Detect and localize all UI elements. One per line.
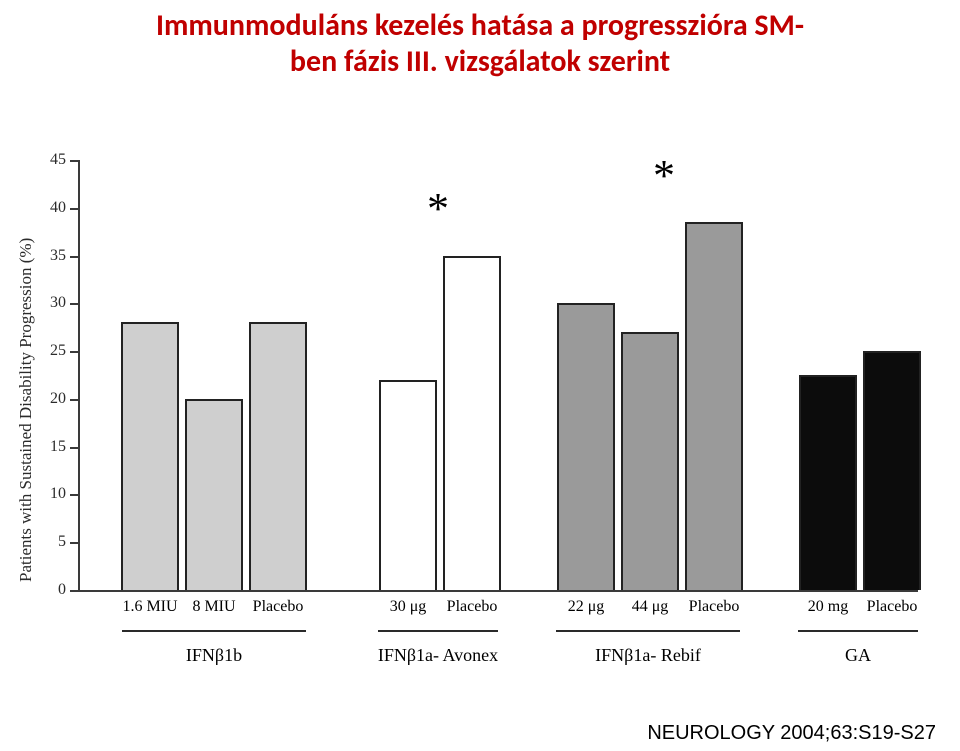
y-tick-label: 5	[34, 533, 66, 551]
group-label: GA	[738, 645, 960, 666]
slide-title: Immunmoduláns kezelés hatása a progressz…	[0, 8, 960, 80]
x-axis	[78, 590, 918, 592]
y-tick-label: 10	[34, 485, 66, 503]
group-line	[378, 630, 498, 632]
bar-chart: 0510152025303540451.6 MIU8 MIUPlaceboIFN…	[78, 160, 918, 590]
annotation-asterisk: *	[634, 154, 694, 198]
y-tick-label: 30	[34, 294, 66, 312]
bar-label: Placebo	[228, 598, 328, 616]
y-tick-label: 45	[34, 151, 66, 169]
y-tick	[70, 160, 78, 162]
y-tick-label: 15	[34, 438, 66, 456]
bar	[557, 303, 615, 590]
group-label: IFNβ1b	[94, 645, 334, 666]
y-tick-label: 35	[34, 247, 66, 265]
group-label: IFNβ1a- Rebif	[528, 645, 768, 666]
bar	[249, 322, 307, 590]
y-tick-label: 25	[34, 342, 66, 360]
group-label: IFNβ1a- Avonex	[318, 645, 558, 666]
bar	[685, 222, 743, 590]
slide: Immunmoduláns kezelés hatása a progressz…	[0, 0, 960, 751]
annotation-asterisk: *	[408, 187, 468, 231]
y-axis	[78, 160, 80, 590]
group-line	[122, 630, 306, 632]
y-tick	[70, 590, 78, 592]
y-tick	[70, 208, 78, 210]
bar	[863, 351, 921, 590]
group-line	[798, 630, 918, 632]
citation: NEUROLOGY 2004;63:S19-S27	[647, 722, 936, 745]
title-line2: ben fázis III. vizsgálatok szerint	[290, 43, 670, 80]
group-line	[556, 630, 740, 632]
bar-label: Placebo	[842, 598, 942, 616]
y-tick	[70, 542, 78, 544]
bar	[121, 322, 179, 590]
title-line1: Immunmoduláns kezelés hatása a progressz…	[156, 7, 804, 44]
bar	[443, 256, 501, 590]
y-axis-label: Patients with Sustained Disability Progr…	[16, 238, 36, 582]
y-tick-label: 20	[34, 390, 66, 408]
y-tick	[70, 303, 78, 305]
y-tick	[70, 351, 78, 353]
bar	[185, 399, 243, 590]
bar	[379, 380, 437, 590]
bar-label: Placebo	[422, 598, 522, 616]
y-tick	[70, 256, 78, 258]
y-tick	[70, 399, 78, 401]
bar	[799, 375, 857, 590]
y-tick-label: 40	[34, 199, 66, 217]
y-tick	[70, 494, 78, 496]
y-tick-label: 0	[34, 581, 66, 599]
bar	[621, 332, 679, 590]
bar-label: Placebo	[664, 598, 764, 616]
y-tick	[70, 447, 78, 449]
